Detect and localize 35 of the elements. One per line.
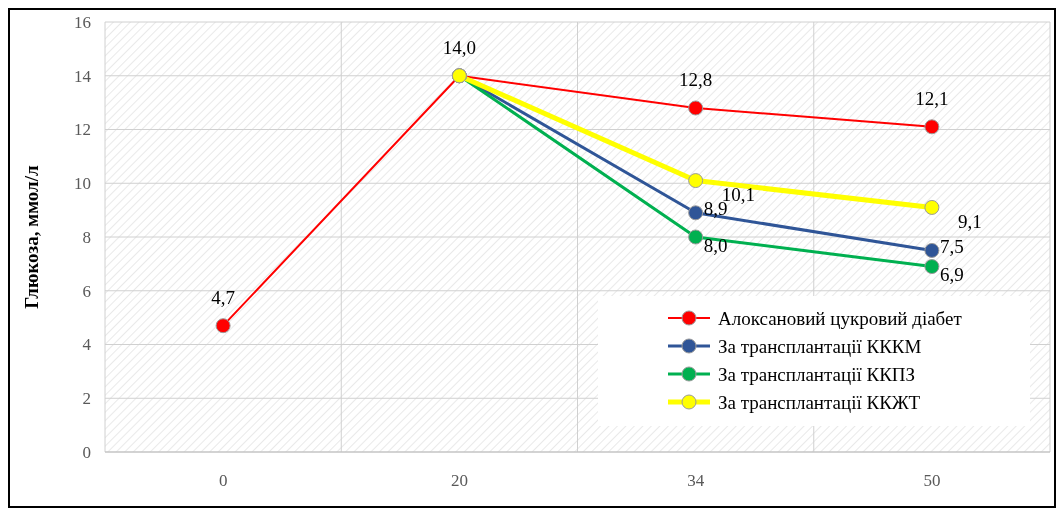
point — [688, 205, 704, 221]
data-label: 14,0 — [442, 36, 476, 58]
legend-label: Алоксановий цукровий діабет — [718, 307, 963, 329]
y-tick-label: 4 — [82, 335, 92, 355]
y-tick-label: 14 — [74, 66, 92, 86]
data-label: 12,8 — [679, 69, 713, 90]
legend-label: За трансплантації КККМ — [718, 335, 922, 357]
data-label: 4,7 — [211, 286, 235, 308]
data-label: 12,1 — [915, 87, 949, 109]
point — [688, 173, 704, 189]
y-tick-label: 8 — [82, 227, 91, 247]
point — [688, 100, 704, 116]
x-tick-label: 20 — [450, 471, 468, 490]
x-tick-label: 50 — [923, 471, 941, 490]
point — [924, 199, 940, 215]
x-tick-label: 0 — [218, 471, 228, 490]
y-tick-label: 10 — [74, 174, 91, 194]
legend-label: За трансплантації ККПЗ — [718, 363, 916, 385]
point — [924, 259, 940, 275]
y-tick-label: 16 — [74, 12, 91, 32]
y-tick-label: 6 — [82, 281, 91, 301]
point — [688, 229, 704, 245]
data-label: 6,9 — [939, 264, 964, 286]
y-axis-title: Глюкоза, ммол/л — [21, 164, 42, 309]
legend-label: За трансплантації ККЖТ — [718, 391, 921, 413]
point — [924, 242, 940, 258]
data-label: 8,0 — [703, 234, 728, 256]
data-label: 7,5 — [939, 236, 964, 258]
x-tick-label: 34 — [687, 471, 705, 490]
y-tick-label: 2 — [82, 389, 91, 409]
y-tick-label: 0 — [82, 442, 91, 462]
y-tick-label: 12 — [74, 120, 91, 140]
data-label: 9,1 — [957, 211, 982, 233]
point — [215, 318, 231, 334]
point — [924, 119, 940, 135]
